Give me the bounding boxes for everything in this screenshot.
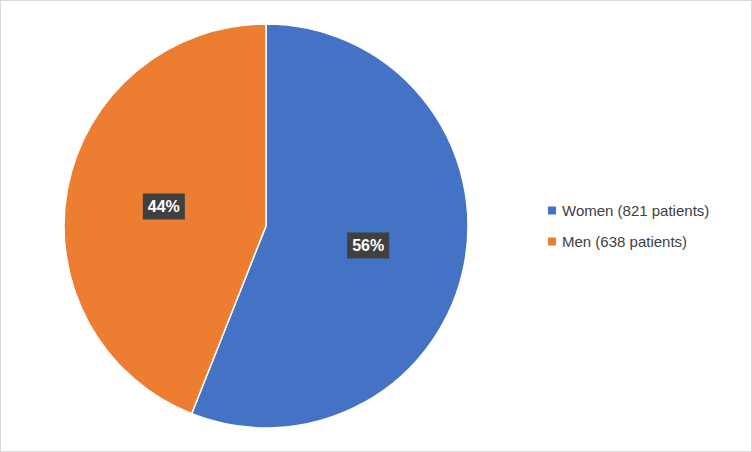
svg-text:56%: 56%	[352, 237, 384, 254]
svg-text:44%: 44%	[148, 198, 180, 215]
svg-text:Women (821 patients): Women (821 patients)	[562, 202, 709, 219]
svg-text:Men (638 patients): Men (638 patients)	[562, 233, 687, 250]
